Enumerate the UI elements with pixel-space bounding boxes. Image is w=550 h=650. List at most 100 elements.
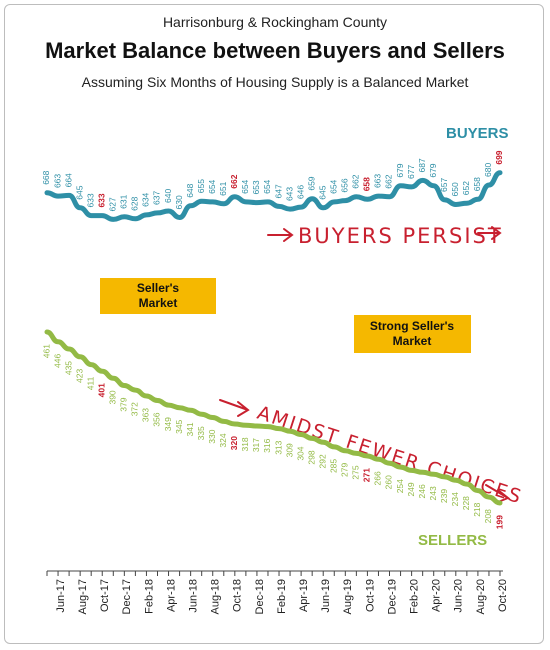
sellers-data-label: 292 [317, 454, 327, 468]
x-tick-label: Oct-17 [99, 579, 111, 612]
buyers-data-label: 643 [284, 187, 294, 201]
sellers-data-label: 239 [439, 489, 449, 503]
buyers-data-label: 657 [439, 177, 449, 191]
x-tick-label: Jun-19 [320, 579, 332, 613]
x-tick-label: Jun-20 [453, 579, 465, 613]
sellers-data-label: 446 [52, 354, 62, 368]
sellers-market-line1: Seller's [137, 281, 180, 295]
buyers-data-label: 648 [185, 183, 195, 197]
buyers-persist-text: BUYERS PERSIST [298, 224, 503, 248]
buyers-line [44, 170, 503, 222]
buyers-data-label: 687 [417, 158, 427, 172]
sellers-data-label: 330 [207, 429, 217, 443]
buyers-data-label: 664 [63, 173, 73, 187]
buyers-data-label: 663 [373, 174, 383, 188]
fewer-choices-arrow-left [219, 399, 250, 417]
sellers-data-label: 313 [273, 440, 283, 454]
sellers-data-label: 435 [63, 361, 73, 375]
buyers-data-label: 653 [251, 180, 261, 194]
chart-frame [4, 4, 544, 644]
buyers-data-label: 668 [41, 170, 51, 184]
buyers-data-label: 633 [85, 193, 95, 207]
sellers-data-label: 411 [85, 376, 95, 390]
buyers-data-label: 679 [428, 163, 438, 177]
sellers-data-label: 275 [351, 465, 361, 479]
sellers-data-label: 363 [141, 408, 151, 422]
buyers-data-label: 658 [362, 177, 372, 191]
x-tick-label: Jun-17 [55, 579, 67, 613]
sellers-series-label: SELLERS [418, 532, 487, 549]
x-tick-label: Aug-19 [342, 579, 354, 614]
x-tick-label: Feb-19 [276, 579, 288, 614]
sellers-market-line2: Market [139, 296, 178, 310]
sellers-data-label: 218 [472, 502, 482, 516]
buyers-data-label: 645 [317, 185, 327, 199]
x-tick-label: Feb-20 [409, 579, 421, 614]
strong-sellers-market-box-bg [354, 315, 471, 353]
x-tick-label: Oct-18 [232, 579, 244, 612]
strong-sellers-market-box: Strong Seller's Market [354, 315, 471, 353]
x-tick-label: Aug-20 [475, 579, 487, 614]
buyers-data-label: 662 [229, 174, 239, 188]
buyers-data-label: 659 [306, 176, 316, 190]
buyers-data-label: 631 [119, 194, 129, 208]
sellers-data-label: 309 [284, 443, 294, 457]
buyers-data-label: 677 [406, 164, 416, 178]
sellers-data-label: 208 [483, 509, 493, 523]
buyers-data-label: 656 [340, 178, 350, 192]
buyers-data-label: 699 [494, 150, 504, 164]
x-tick-label: Dec-18 [254, 579, 266, 614]
x-tick-label: Apr-20 [431, 579, 443, 612]
buyers-data-label: 650 [450, 182, 460, 196]
buyers-data-label: 640 [163, 189, 173, 203]
buyers-data-label: 655 [196, 179, 206, 193]
sellers-market-box-bg [100, 278, 216, 314]
sellers-data-label: 279 [340, 463, 350, 477]
buyers-data-label: 645 [74, 185, 84, 199]
sellers-line [44, 329, 503, 506]
sellers-data-label: 423 [74, 369, 84, 383]
sellers-market-box: Seller's Market [100, 278, 216, 314]
x-tick-label: Oct-20 [497, 579, 509, 612]
chart-subtitle: Assuming Six Months of Housing Supply is… [81, 74, 469, 90]
x-tick-label: Dec-17 [121, 579, 133, 614]
buyers-data-label: 680 [483, 163, 493, 177]
buyers-data-label: 647 [273, 184, 283, 198]
sellers-data-label: 390 [108, 390, 118, 404]
chart-region-label: Harrisonburg & Rockingham County [162, 14, 388, 30]
chart-title: Market Balance between Buyers and Seller… [45, 38, 505, 63]
buyers-persist-arrow-left [267, 228, 294, 242]
sellers-data-label: 356 [152, 412, 162, 426]
sellers-data-label: 298 [306, 450, 316, 464]
sellers-data-label: 304 [295, 446, 305, 460]
buyers-data-label: 637 [152, 190, 162, 204]
sellers-data-label: 246 [417, 484, 427, 498]
x-tick-label: Aug-18 [210, 579, 222, 614]
x-tick-label: Oct-19 [364, 579, 376, 612]
buyers-data-label: 679 [395, 163, 405, 177]
buyers-data-label: 633 [96, 193, 106, 207]
sellers-data-label: 345 [174, 419, 184, 433]
buyers-data-label: 654 [329, 179, 339, 193]
x-tick-label: Jun-18 [188, 579, 200, 613]
sellers-data-label: 271 [362, 468, 372, 482]
sellers-data-label: 317 [251, 438, 261, 452]
fewer-choices-arrow-right [485, 484, 510, 503]
buyers-data-label: 654 [240, 179, 250, 193]
x-tick-label: Apr-18 [165, 579, 177, 612]
buyers-data-label: 654 [262, 179, 272, 193]
sellers-data-label: 372 [130, 402, 140, 416]
x-tick-label: Apr-19 [298, 579, 310, 612]
sellers-data-label: 199 [494, 515, 504, 529]
sellers-data-label: 249 [406, 482, 416, 496]
buyers-data-label: 628 [130, 196, 140, 210]
sellers-data-label: 335 [196, 426, 206, 440]
sellers-data-label: 349 [163, 417, 173, 431]
sellers-data-label: 228 [461, 496, 471, 510]
sellers-data-label: 324 [218, 433, 228, 447]
sellers-data-label: 461 [41, 344, 51, 358]
sellers-data-label: 320 [229, 436, 239, 450]
buyers-data-label: 646 [295, 185, 305, 199]
buyers-data-label: 662 [384, 174, 394, 188]
